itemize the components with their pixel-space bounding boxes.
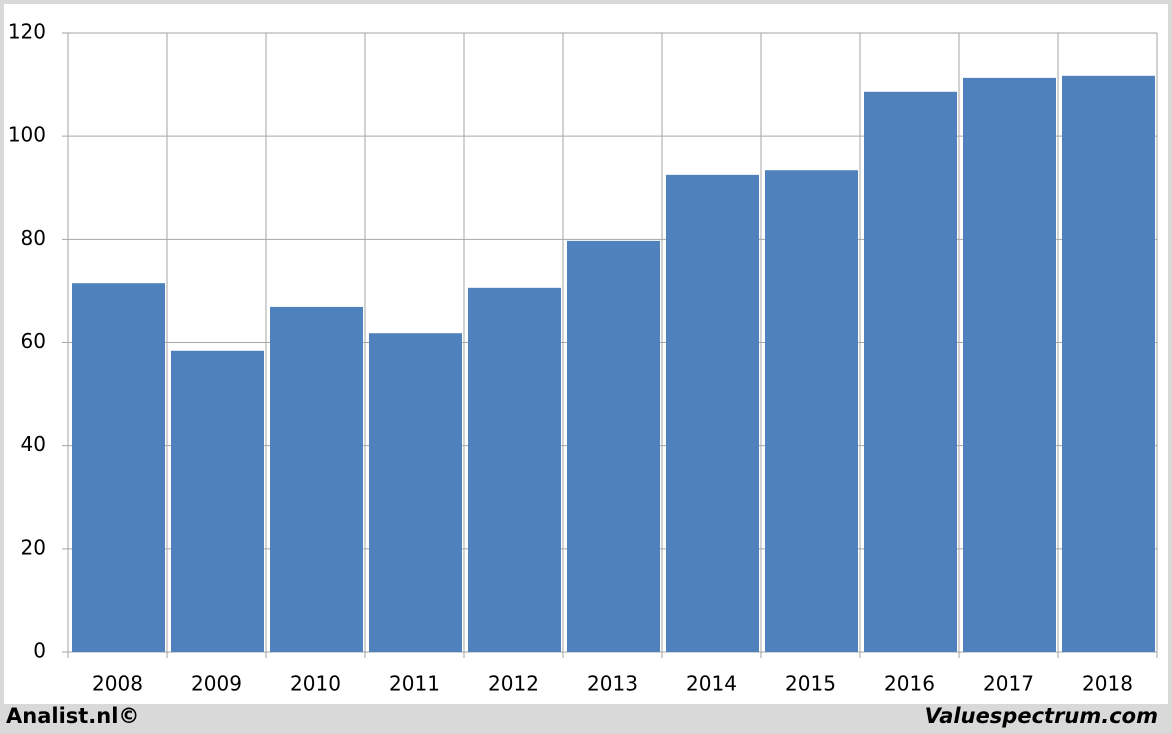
y-tick-label: 0 (33, 639, 46, 663)
x-tick-label: 2008 (92, 672, 143, 696)
bar (171, 350, 264, 652)
x-tick-label: 2010 (290, 672, 341, 696)
y-tick-label: 20 (21, 535, 46, 559)
y-tick-label: 100 (8, 123, 46, 147)
bar (468, 287, 561, 652)
x-tick-label: 2012 (488, 672, 539, 696)
bar (270, 306, 363, 652)
x-tick-label: 2009 (191, 672, 242, 696)
x-tick-label: 2016 (884, 672, 935, 696)
y-tick-label: 40 (21, 432, 46, 456)
y-tick-label: 80 (21, 226, 46, 250)
bar (666, 174, 759, 652)
x-tick-label: 2013 (587, 672, 638, 696)
bar (369, 333, 462, 652)
x-tick-label: 2015 (785, 672, 836, 696)
bar (1062, 75, 1155, 653)
bar (765, 170, 858, 652)
bar (72, 283, 165, 652)
x-tick-label: 2018 (1082, 672, 1133, 696)
bar (963, 77, 1056, 652)
bar (864, 91, 957, 653)
bar (567, 240, 660, 652)
x-tick-label: 2014 (686, 672, 737, 696)
x-tick-label: 2011 (389, 672, 440, 696)
footer-left: Analist.nl© (6, 704, 139, 728)
footer-right: Valuespectrum.com (925, 704, 1158, 728)
y-tick-label: 120 (8, 20, 46, 44)
x-tick-label: 2017 (983, 672, 1034, 696)
y-tick-label: 60 (21, 329, 46, 353)
